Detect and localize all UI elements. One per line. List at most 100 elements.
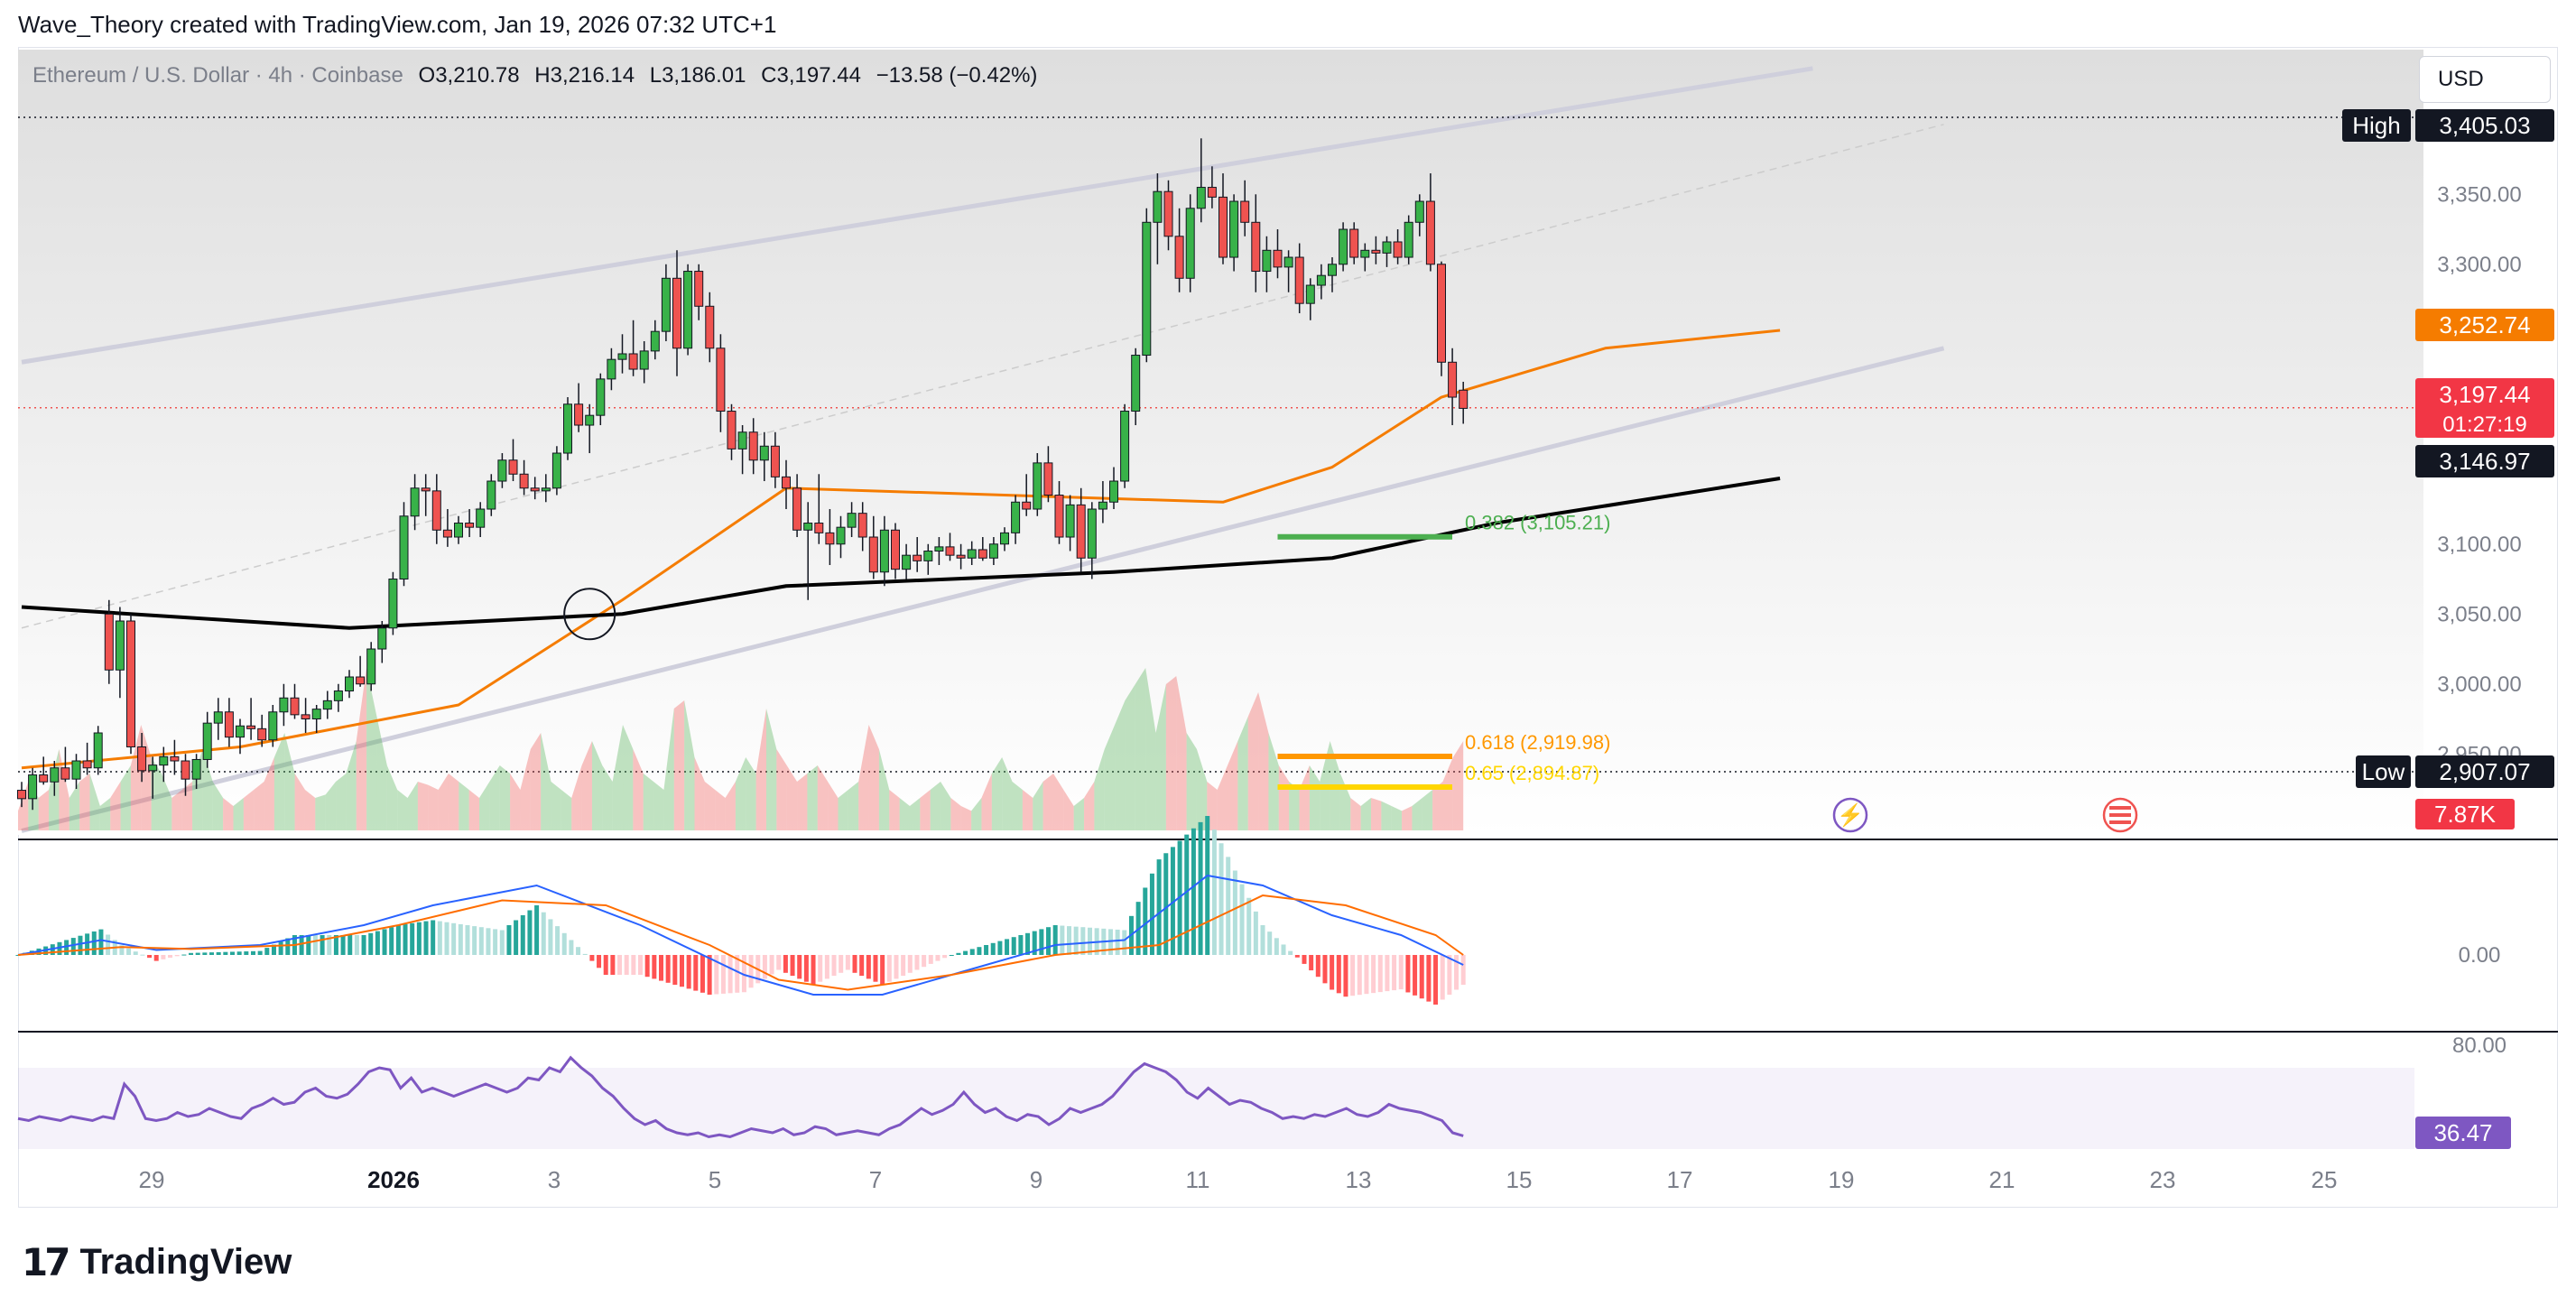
volume-area-segment <box>1412 798 1422 830</box>
macd-histogram-bar <box>969 949 975 955</box>
macd-histogram-bar <box>1371 955 1376 994</box>
volume-area-segment <box>1299 765 1310 830</box>
volume-area-segment <box>591 741 603 830</box>
macd-histogram-bar <box>762 955 767 979</box>
volume-area-segment <box>551 782 561 830</box>
volume-area-segment <box>489 765 500 830</box>
volume-area-segment <box>1196 749 1208 830</box>
price-axis-tick: 3,100.00 <box>2437 533 2521 557</box>
macd-histogram-bar <box>707 955 712 995</box>
high-tag-label-box <box>2342 109 2411 142</box>
macd-histogram-bar <box>1281 944 1286 955</box>
macd-histogram-bar <box>278 941 283 955</box>
candle-body <box>672 277 681 349</box>
macd-axis-tick: 0.00 <box>2459 943 2501 968</box>
macd-histogram-bar <box>1405 955 1411 993</box>
tradingview-logo[interactable]: 17 TradingView <box>22 1240 292 1284</box>
macd-histogram-bar <box>1274 938 1279 955</box>
macd-histogram-bar <box>161 955 166 959</box>
volume-area-segment <box>694 757 705 830</box>
macd-histogram-bar <box>437 921 442 955</box>
candle-body <box>268 711 278 741</box>
macd-histogram-bar <box>735 955 740 993</box>
volume-area-segment <box>1432 782 1443 830</box>
volume-area-segment <box>397 790 408 830</box>
macd-histogram-bar <box>603 955 608 975</box>
candle-body <box>1120 411 1130 482</box>
candle-body <box>399 515 409 580</box>
change-value: −13.58 (−0.42%) <box>876 63 1038 88</box>
volume-area-segment <box>325 782 337 830</box>
candle-body <box>333 690 343 701</box>
volume-area-segment <box>807 765 818 830</box>
macd-histogram-bar <box>486 928 491 955</box>
macd-histogram-bar <box>520 915 525 955</box>
candle-body <box>1328 264 1337 276</box>
candle-body <box>1294 256 1304 304</box>
macd-histogram-bar <box>64 940 69 955</box>
candle-body <box>1360 249 1370 258</box>
candle-body <box>1131 355 1141 412</box>
macd-histogram-bar <box>347 935 353 955</box>
macd-histogram-bar <box>776 955 782 970</box>
macd-histogram-bar <box>956 952 961 955</box>
macd-histogram-bar <box>597 955 602 968</box>
macd-histogram-bar <box>679 955 684 987</box>
macd-histogram-bar <box>299 935 304 955</box>
fib-level-label: 0.382 (3,105.21) <box>1465 512 1610 534</box>
macd-histogram-bar <box>1433 955 1439 1005</box>
candle-body <box>126 620 135 748</box>
macd-histogram-bar <box>769 955 774 975</box>
time-axis-tick: 9 <box>1030 1166 1042 1193</box>
time-axis-tick: 2026 <box>367 1166 420 1193</box>
volume-area-segment <box>878 749 890 830</box>
volume-area-segment <box>950 798 961 830</box>
macd-histogram-bar <box>423 921 429 955</box>
candle-body <box>923 551 933 561</box>
price-axis-tick: 3,350.00 <box>2437 182 2521 207</box>
us-flag-stripe <box>2109 806 2131 810</box>
macd-histogram-bar <box>859 955 865 977</box>
time-axis-tick: 13 <box>1346 1166 1372 1193</box>
macd-histogram-bar <box>1288 950 1293 955</box>
fib-level-label: 0.618 (2,919.98) <box>1465 731 1610 754</box>
macd-histogram-bar <box>1156 859 1162 955</box>
macd-histogram-bar <box>818 955 823 982</box>
macd-histogram-bar <box>1080 927 1086 955</box>
candle-body <box>508 459 518 475</box>
volume-area-segment <box>581 741 592 830</box>
macd-histogram-bar <box>1232 870 1237 955</box>
candle-body <box>1273 249 1283 268</box>
volume-area-segment <box>233 798 244 830</box>
volume-area-segment <box>1258 692 1269 830</box>
macd-histogram-bar <box>1413 955 1418 996</box>
high-price-tag-box <box>2415 109 2554 142</box>
macd-histogram-bar <box>1184 834 1190 955</box>
macd-histogram-bar <box>1343 955 1348 997</box>
rsi-value-tag-box <box>2415 1117 2511 1149</box>
volume-area-segment <box>386 765 398 830</box>
macd-histogram-bar <box>1060 925 1065 955</box>
macd-histogram-bar <box>963 950 968 955</box>
volume-area-segment <box>1145 668 1156 830</box>
candle-body <box>902 554 912 570</box>
candle-body <box>1174 236 1184 279</box>
macd-histogram-bar <box>1239 884 1245 955</box>
volume-area-segment <box>1012 782 1023 830</box>
candle-body <box>1316 274 1326 286</box>
volume-area-segment <box>633 749 644 830</box>
currency-button[interactable]: USD <box>2419 56 2551 103</box>
time-axis-tick: 5 <box>709 1166 721 1193</box>
macd-histogram-bar <box>451 922 457 955</box>
candle-body <box>1240 200 1250 223</box>
candle-body <box>1033 462 1042 510</box>
macd-histogram-bar <box>1005 939 1010 955</box>
macd-histogram-bar <box>1032 931 1037 955</box>
candle-body <box>1283 256 1293 268</box>
candle-body <box>50 767 60 783</box>
candle-body <box>628 353 638 370</box>
high-value: 3,216.14 <box>550 63 635 88</box>
macd-histogram-bar <box>907 955 913 973</box>
macd-histogram-bar <box>1440 955 1445 1000</box>
